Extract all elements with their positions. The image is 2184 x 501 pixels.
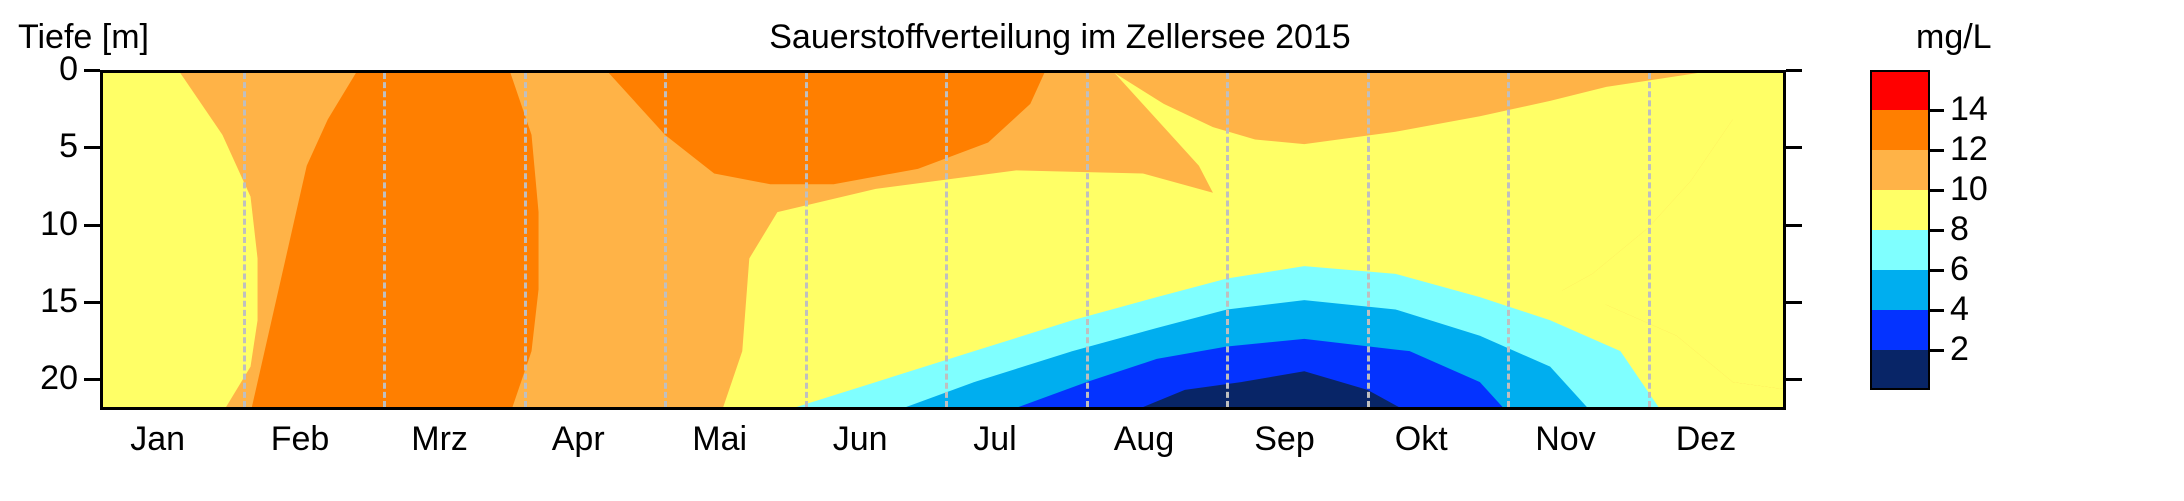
y-tick (1786, 69, 1802, 72)
gridline (1648, 73, 1651, 407)
y-tick-label: 10 (40, 205, 78, 244)
y-tick (1786, 378, 1802, 381)
legend-tick-label: 12 (1950, 130, 1988, 169)
y-tick-label: 20 (40, 359, 78, 398)
gridline (243, 73, 246, 407)
legend-tick (1930, 349, 1944, 352)
x-tick-label: Jun (833, 420, 888, 459)
gridline (945, 73, 948, 407)
legend-tick (1930, 269, 1944, 272)
y-tick (1786, 224, 1802, 227)
x-tick-label: Sep (1254, 420, 1315, 459)
x-tick-label: Feb (271, 420, 330, 459)
gridline (1086, 73, 1089, 407)
y-tick (84, 301, 100, 304)
legend-tick-label: 6 (1950, 250, 1969, 289)
gridline (805, 73, 808, 407)
x-tick-label: Okt (1395, 420, 1448, 459)
y-tick (1786, 146, 1802, 149)
legend-tick (1930, 189, 1944, 192)
x-tick-label: Mrz (411, 420, 468, 459)
y-tick-label: 0 (59, 50, 78, 89)
gridline (1226, 73, 1229, 407)
legend-tick-label: 2 (1950, 330, 1969, 369)
gridline (383, 73, 386, 407)
y-tick (84, 224, 100, 227)
x-tick-label: Apr (552, 420, 605, 459)
y-tick (84, 146, 100, 149)
legend-box (1870, 70, 1930, 390)
gridline (664, 73, 667, 407)
y-tick (1786, 301, 1802, 304)
x-tick-label: Aug (1114, 420, 1175, 459)
legend-tick (1930, 309, 1944, 312)
legend-tick-label: 10 (1950, 170, 1988, 209)
gridline (1507, 73, 1510, 407)
gridline (524, 73, 527, 407)
legend-tick-label: 4 (1950, 290, 1969, 329)
x-tick-label: Dez (1676, 420, 1736, 459)
y-tick (84, 69, 100, 72)
x-tick-label: Nov (1535, 420, 1595, 459)
y-axis-title: Tiefe [m] (18, 18, 149, 57)
legend-tick-label: 14 (1950, 90, 1988, 129)
x-tick-label: Jul (973, 420, 1016, 459)
x-tick-label: Mai (692, 420, 747, 459)
legend-tick (1930, 229, 1944, 232)
x-tick-label: Jan (130, 420, 185, 459)
contour-plot (100, 70, 1786, 410)
y-tick-label: 5 (59, 127, 78, 166)
legend-title: mg/L (1916, 18, 1992, 57)
chart-container: { "layout": { "canvas_w": 2184, "canvas_… (0, 0, 2184, 501)
legend-tick-label: 8 (1950, 210, 1969, 249)
legend-tick (1930, 109, 1944, 112)
legend-tick (1930, 149, 1944, 152)
gridline (1367, 73, 1370, 407)
y-tick (84, 378, 100, 381)
chart-title: Sauerstoffverteilung im Zellersee 2015 (560, 18, 1560, 57)
y-tick-label: 15 (40, 282, 78, 321)
